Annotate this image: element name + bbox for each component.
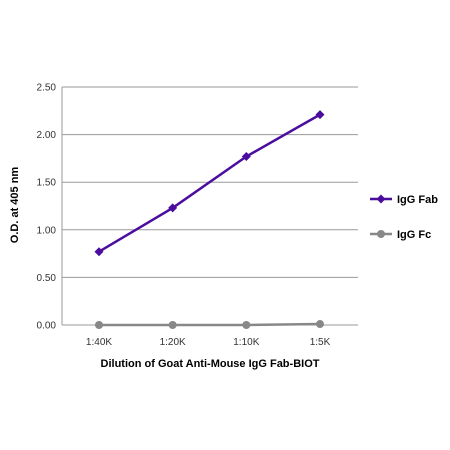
data-point <box>94 247 104 257</box>
y-tick-label: 2.00 <box>37 130 57 141</box>
y-tick-label: 2.50 <box>37 83 57 94</box>
x-tick-label: 1:10K <box>233 337 259 348</box>
legend-item: IgG Fab <box>370 194 438 206</box>
data-point <box>95 321 103 329</box>
data-point <box>242 321 251 329</box>
legend-marker <box>377 230 385 238</box>
series <box>94 110 325 329</box>
axes <box>61 87 358 326</box>
data-point <box>168 321 177 329</box>
data-point <box>241 151 251 161</box>
y-tick-label: 1.50 <box>37 178 57 189</box>
y-tick-label: 1.00 <box>37 225 57 236</box>
data-point <box>315 110 325 120</box>
tick-labels: 0.00 0.50 1.00 1.50 2.00 2.50 1:40K 1:20K 1:10K 1… <box>37 83 331 349</box>
x-tick-label: 1:40K <box>86 337 112 348</box>
legend-item: IgG Fc <box>370 229 431 241</box>
legend-label: IgG Fab <box>397 194 438 206</box>
x-tick-label: 1:5K <box>310 337 331 348</box>
data-point <box>168 203 178 213</box>
series-line <box>98 113 321 253</box>
x-tick-label: 1:20K <box>160 337 186 348</box>
y-axis-title: O.D. at 405 nm <box>9 167 21 244</box>
legend-label: IgG Fc <box>397 229 431 241</box>
y-tick-label: 0.50 <box>37 273 57 284</box>
legend-marker <box>376 194 386 204</box>
x-axis-title: Dilution of Goat Anti-Mouse IgG Fab-BIOT <box>101 358 320 370</box>
series-line <box>99 322 321 327</box>
data-point <box>316 320 324 329</box>
y-tick-label: 0.00 <box>37 321 57 332</box>
series-igg-fc <box>95 320 324 329</box>
legend: IgG Fab IgG Fc <box>370 194 438 241</box>
series-igg-fab <box>94 110 325 257</box>
